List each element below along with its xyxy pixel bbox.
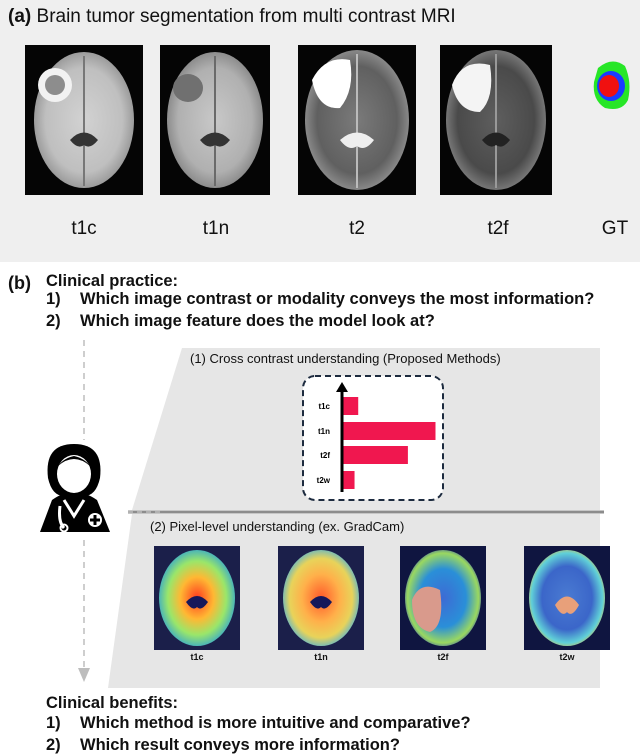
mod-label-gt: GT (601, 218, 629, 239)
gradcam-label-t2w: t2w (559, 652, 575, 662)
mod-label-t2: t2 (349, 218, 365, 239)
clinical-benefits-heading: Clinical benefits: (46, 694, 179, 712)
practice-item-2-num: 2) (46, 312, 61, 330)
benefit-item-1-text: Which method is more intuitive and compa… (80, 714, 471, 732)
benefit-item-2-num: 2) (46, 736, 61, 754)
tick-label-t2w: t2w (317, 476, 331, 485)
bar-t1n (343, 422, 436, 440)
tick-label-t1n: t1n (318, 427, 330, 436)
bar-t1c (343, 397, 359, 415)
mod-label-t1n: t1n (202, 218, 230, 239)
gradcam-label-t2f: t2f (437, 652, 449, 662)
gradcam-t2f-image (400, 546, 486, 650)
panel-a-title-text: Brain tumor segmentation from multi cont… (36, 6, 456, 27)
ground-truth-mask (593, 61, 630, 109)
pixel-level-title: (2) Pixel-level understanding (ex. GradC… (150, 519, 405, 534)
mri-t1n-image (160, 45, 270, 195)
panel-b-label: (b) (8, 273, 31, 293)
gradcam-t1n-image (278, 546, 364, 650)
benefit-item-1-num: 1) (46, 714, 61, 732)
mod-label-t2f: t2f (487, 218, 509, 239)
mri-t2-image (298, 45, 416, 195)
tick-label-t2f: t2f (320, 451, 330, 460)
gradcam-t2w-image (524, 546, 610, 650)
panel-a: (a) Brain tumor segmentation from multi … (0, 0, 640, 262)
benefit-item-2-text: Which result conveys more information? (80, 736, 400, 754)
clinical-practice-heading: Clinical practice: (46, 272, 179, 290)
cross-contrast-title: (1) Cross contrast understanding (Propos… (190, 351, 501, 366)
practice-item-1-text: Which image contrast or modality conveys… (80, 290, 595, 308)
mri-images (25, 45, 630, 195)
bar-t2w (343, 471, 355, 489)
cross-contrast-bar-chart: t1c t1n t2f t2w (317, 382, 436, 492)
gradcam-label-t1c: t1c (190, 652, 204, 662)
doctor-icon (40, 444, 110, 533)
practice-item-2-text: Which image feature does the model look … (80, 312, 435, 330)
bar-t2f (343, 446, 408, 464)
flow-arrow-head (78, 668, 90, 682)
gradcam-label-t1n: t1n (314, 652, 328, 662)
practice-item-1-num: 1) (46, 290, 61, 308)
gradcam-t1c-image (154, 546, 240, 650)
mri-t2f-image (440, 45, 552, 195)
chart-axis-arrow (336, 382, 348, 392)
mri-t1c-image (25, 45, 143, 195)
tick-label-t1c: t1c (318, 402, 330, 411)
mod-label-t1c: t1c (71, 218, 97, 239)
panel-a-title: (a) Brain tumor segmentation from multi … (8, 6, 456, 28)
panel-a-label: (a) (8, 6, 32, 27)
